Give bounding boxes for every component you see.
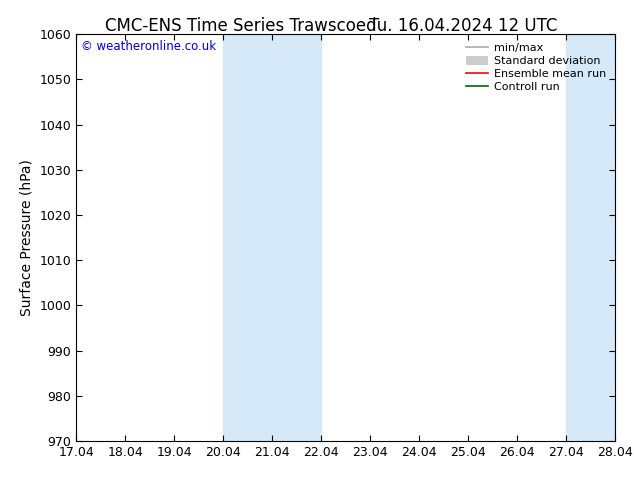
Y-axis label: Surface Pressure (hPa): Surface Pressure (hPa) bbox=[20, 159, 34, 316]
Legend: min/max, Standard deviation, Ensemble mean run, Controll run: min/max, Standard deviation, Ensemble me… bbox=[463, 40, 609, 95]
Text: CMC-ENS Time Series Trawscoed: CMC-ENS Time Series Trawscoed bbox=[105, 17, 377, 35]
Text: © weatheronline.co.uk: © weatheronline.co.uk bbox=[81, 40, 217, 53]
Text: Tu. 16.04.2024 12 UTC: Tu. 16.04.2024 12 UTC bbox=[368, 17, 557, 35]
Bar bbox=[566, 34, 615, 441]
Bar bbox=[223, 34, 321, 441]
